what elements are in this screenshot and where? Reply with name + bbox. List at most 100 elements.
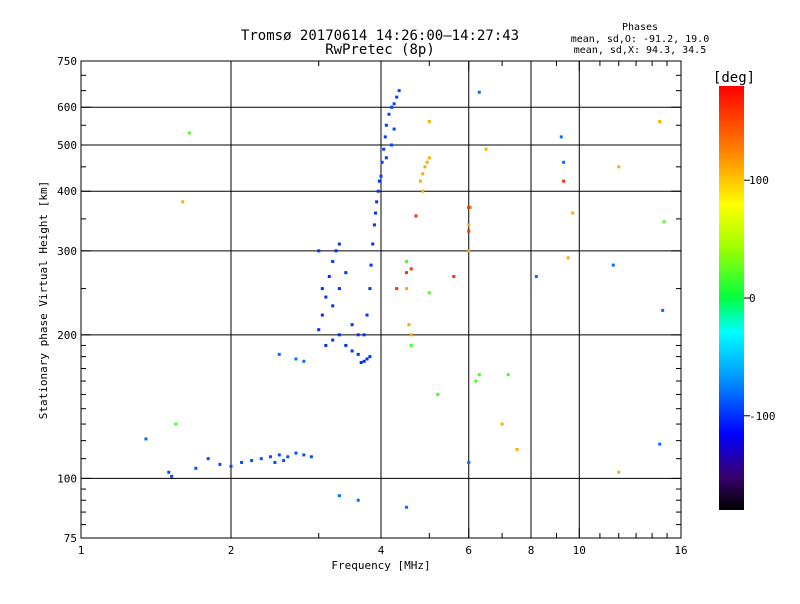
point-s4-13 [294, 357, 298, 361]
point-s4-6 [534, 275, 538, 279]
point-s2-3 [383, 135, 387, 139]
point-s4-0 [144, 437, 148, 441]
point-s2-8 [395, 95, 399, 99]
y-tick-label-3: 300 [57, 245, 77, 258]
point-s2-6 [390, 105, 394, 109]
point-s4-12 [277, 352, 281, 356]
point-s1-10 [374, 211, 378, 215]
point-s3-14 [309, 455, 313, 459]
point-s5-18 [617, 165, 621, 169]
point-s4-11 [661, 308, 665, 312]
point-s0-3 [327, 275, 331, 279]
gridlines [81, 61, 681, 538]
x-tick-label-5: 10 [573, 544, 586, 557]
point-s5-9 [427, 120, 431, 124]
point-s6-1 [187, 131, 191, 135]
point-s4-7 [559, 135, 563, 139]
point-s4-10 [658, 442, 662, 446]
colorbar-label: [deg] [713, 70, 755, 86]
point-s3-7 [250, 459, 254, 463]
point-s3-5 [229, 464, 233, 468]
colorbar-tick-label-1: 0 [749, 292, 756, 305]
point-s0-5 [334, 249, 338, 253]
x-tick-label-6: 16 [674, 544, 687, 557]
x-tick-label-0: 1 [78, 544, 85, 557]
point-s0-8 [331, 338, 335, 342]
point-s1-11 [375, 200, 379, 204]
chart-subtitle: RwPretec (8p) [325, 42, 435, 58]
point-s5-0 [418, 179, 422, 183]
colorbar-tick-label-0: 100 [749, 174, 769, 187]
point-s5-13 [484, 147, 488, 151]
point-s3-8 [259, 457, 263, 461]
x-tick-label-4: 8 [528, 544, 535, 557]
point-s3-1 [170, 474, 174, 478]
point-s1-6 [368, 287, 372, 291]
point-s0-12 [356, 352, 360, 356]
x-tick-label-2: 4 [378, 544, 385, 557]
point-s3-15 [273, 460, 277, 464]
point-s2-12 [392, 127, 396, 131]
x-tick-label-3: 6 [465, 544, 472, 557]
point-s3-9 [268, 455, 272, 459]
point-s0-19 [320, 287, 324, 291]
point-s0-18 [317, 249, 321, 253]
point-s1-4 [362, 333, 366, 337]
point-s2-1 [380, 160, 384, 164]
point-s3-4 [218, 462, 222, 466]
point-s6-3 [436, 392, 440, 396]
point-s1-1 [362, 359, 366, 363]
point-s1-0 [359, 360, 363, 364]
point-s0-17 [356, 333, 360, 337]
point-s7-7 [395, 287, 399, 291]
point-s7-4 [414, 214, 418, 218]
point-s6-4 [409, 343, 413, 347]
y-tick-label-5: 500 [57, 139, 77, 152]
point-s0-0 [317, 328, 321, 332]
point-s3-12 [294, 451, 298, 455]
stats-heading: Phases [622, 22, 658, 33]
point-s4-2 [356, 498, 360, 502]
point-s4-9 [611, 263, 615, 267]
y-tick-label-4: 400 [57, 185, 77, 198]
point-s3-16 [282, 459, 286, 463]
x-axis-label: Frequency [MHz] [331, 559, 430, 572]
point-s0-1 [320, 313, 324, 317]
point-s5-5 [421, 189, 425, 193]
point-s5-20 [658, 120, 662, 124]
point-s0-7 [324, 343, 328, 347]
point-s0-11 [350, 349, 354, 353]
point-s6-9 [404, 259, 408, 263]
point-s6-0 [174, 422, 178, 426]
point-s0-16 [350, 323, 354, 327]
point-s7-3 [467, 229, 471, 233]
point-s3-10 [277, 453, 281, 457]
point-s2-5 [387, 112, 391, 116]
point-s0-9 [337, 333, 341, 337]
point-s3-0 [167, 470, 171, 474]
point-s4-5 [477, 90, 481, 94]
point-s0-4 [331, 259, 335, 263]
point-s5-17 [571, 211, 575, 215]
point-s4-1 [337, 494, 341, 498]
y-tick-label-1: 100 [57, 472, 77, 485]
point-s5-19 [617, 470, 621, 474]
point-s2-10 [384, 156, 388, 160]
colorbar-ticks: 100 0 -100 [744, 174, 776, 423]
x-tick-labels: 1 2 4 6 8 10 16 [78, 544, 688, 557]
stats-line-o: mean, sd,O: -91.2, 19.0 [571, 34, 709, 45]
point-s0-14 [337, 287, 341, 291]
point-s5-11 [467, 223, 471, 227]
point-s1-2 [365, 357, 369, 361]
point-s4-14 [302, 359, 306, 363]
point-s7-6 [452, 275, 456, 279]
point-s1-7 [369, 263, 373, 267]
data-points [144, 89, 666, 509]
colorbar [719, 86, 744, 510]
point-s3-2 [194, 466, 198, 470]
point-s6-8 [662, 220, 666, 224]
point-s2-2 [382, 147, 386, 151]
point-s2-0 [379, 174, 383, 178]
point-s3-3 [206, 457, 210, 461]
